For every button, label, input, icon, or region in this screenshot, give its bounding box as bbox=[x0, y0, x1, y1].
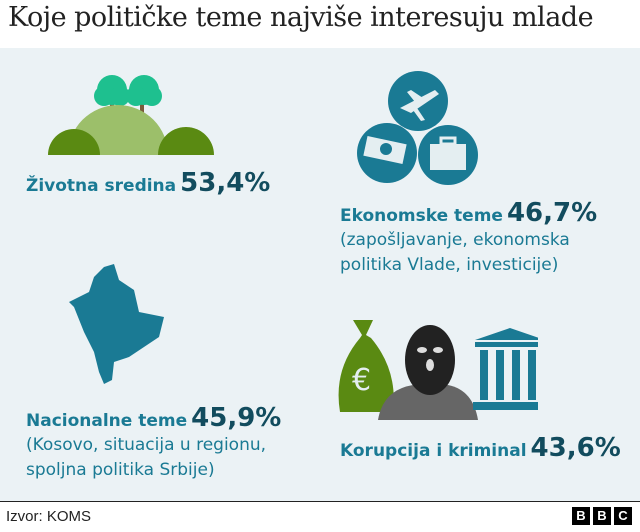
item-value: 46,7% bbox=[506, 198, 598, 228]
logo-letter: B bbox=[572, 507, 590, 525]
item-value: 53,4% bbox=[180, 168, 271, 198]
item-note: (Kosovo, situacija u regionu, bbox=[26, 435, 267, 455]
infographic-panel: Životna sredina 53,4% Ekonomske teme 46,7%… bbox=[0, 48, 640, 502]
hills-trees-icon bbox=[48, 75, 214, 155]
item-economy: Ekonomske teme 46,7% (zapošljavanje, ekon… bbox=[340, 198, 597, 278]
item-corruption: Korupcija i kriminal 43,6% bbox=[340, 433, 621, 463]
item-label: Korupcija i kriminal bbox=[340, 441, 527, 461]
bbc-logo: B B C bbox=[572, 507, 632, 525]
logo-letter: B bbox=[593, 507, 611, 525]
corruption-icons: € bbox=[338, 320, 538, 420]
item-note: spoljna politika Srbije) bbox=[26, 460, 215, 480]
item-value: 43,6% bbox=[530, 433, 621, 463]
item-label: Ekonomske teme bbox=[340, 206, 503, 226]
item-value: 45,9% bbox=[191, 403, 282, 433]
item-note: (zapošljavanje, ekonomska bbox=[340, 230, 570, 250]
logo-letter: C bbox=[614, 507, 632, 525]
kosovo-map-icon bbox=[69, 264, 164, 384]
item-environment: Životna sredina 53,4% bbox=[26, 168, 270, 198]
item-label: Životna sredina bbox=[26, 176, 177, 196]
item-national: Nacionalne teme 45,9% (Kosovo, situacija … bbox=[26, 403, 281, 483]
svg-text:€: € bbox=[352, 363, 371, 398]
page-title: Koje političke teme najviše interesuju m… bbox=[8, 2, 594, 33]
item-note: politika Vlade, investicije) bbox=[340, 255, 559, 275]
source-note: Izvor: KOMS bbox=[6, 508, 92, 525]
economy-icons bbox=[357, 71, 478, 185]
item-label: Nacionalne teme bbox=[26, 411, 188, 431]
